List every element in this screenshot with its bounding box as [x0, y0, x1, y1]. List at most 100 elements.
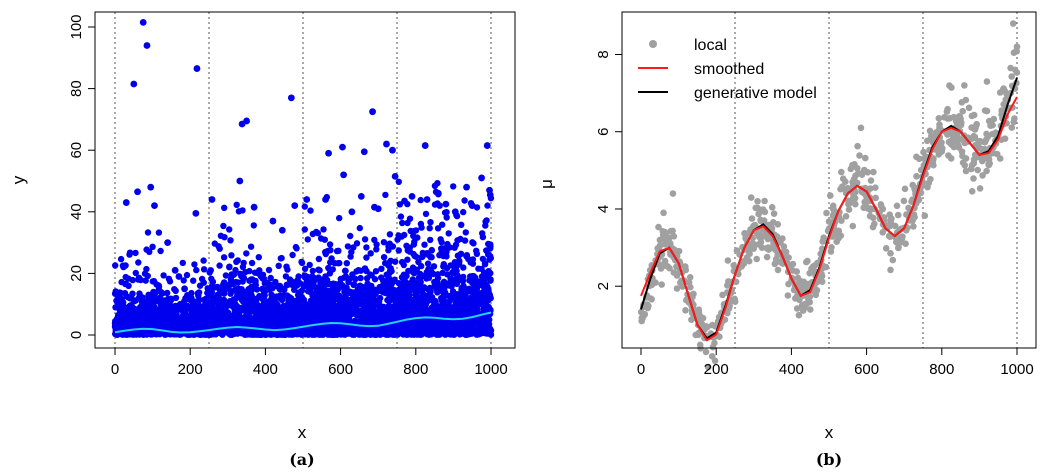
data-point: [423, 196, 431, 203]
data-point: [453, 280, 461, 288]
data-point: [132, 249, 139, 257]
data-point: [436, 252, 443, 259]
data-point: [333, 331, 340, 338]
data-point: [467, 319, 475, 326]
data-point: [336, 311, 343, 319]
data-point: [451, 208, 459, 216]
data-point: [150, 288, 157, 296]
data-point: [366, 291, 373, 298]
data-point: [234, 257, 241, 264]
data-point: [406, 248, 414, 255]
data-point: [482, 222, 489, 229]
data-point: [418, 262, 425, 270]
data-point: [422, 210, 430, 218]
data-point: [142, 317, 149, 324]
data-point: [330, 280, 337, 287]
data-point: [315, 275, 323, 282]
data-point: [193, 65, 201, 72]
data-point: [343, 284, 350, 291]
data-point: [221, 279, 228, 286]
data-point: [359, 300, 366, 307]
data-point: [278, 330, 285, 337]
data-point: [137, 303, 144, 311]
data-point: [363, 308, 370, 316]
data-point: [479, 230, 486, 237]
data-point: [140, 311, 147, 319]
data-point: [400, 271, 408, 278]
data-point: [326, 270, 334, 277]
data-point: [112, 317, 119, 325]
data-point: [146, 248, 153, 255]
data-point: [487, 241, 494, 248]
local-point: [784, 292, 792, 299]
data-point: [200, 302, 207, 310]
data-point: [122, 280, 129, 288]
data-point: [172, 287, 179, 294]
data-point: [226, 264, 233, 271]
data-point: [278, 254, 285, 262]
data-point: [227, 237, 234, 244]
data-point: [127, 295, 134, 302]
data-point: [356, 224, 363, 232]
data-point: [373, 329, 381, 336]
data-point: [445, 230, 452, 237]
data-point: [275, 262, 282, 269]
data-point: [285, 297, 292, 304]
data-point: [228, 271, 235, 278]
local-point: [867, 185, 874, 192]
data-point: [392, 288, 399, 296]
data-point: [257, 273, 265, 280]
data-point: [248, 283, 255, 290]
data-point: [231, 319, 238, 326]
data-point: [439, 221, 446, 228]
data-point: [385, 247, 392, 254]
data-point: [323, 301, 331, 308]
data-point: [417, 270, 424, 278]
data-point: [224, 311, 231, 319]
local-point: [935, 115, 943, 122]
local-point: [959, 107, 966, 115]
data-point: [410, 331, 418, 338]
data-point: [164, 239, 172, 247]
y-tick-label: 80: [68, 80, 85, 97]
panel-a-y-axis-label: y: [9, 175, 28, 184]
local-point: [1003, 90, 1010, 98]
data-point: [347, 303, 354, 310]
data-point: [300, 296, 308, 303]
data-point: [450, 183, 457, 190]
local-point: [941, 114, 948, 121]
data-point: [208, 196, 216, 203]
local-point: [730, 262, 737, 269]
local-point: [774, 266, 782, 274]
data-point: [263, 286, 270, 293]
data-point: [242, 268, 249, 276]
data-point: [463, 252, 471, 259]
data-point: [314, 302, 321, 309]
data-point: [267, 274, 274, 282]
data-point: [190, 277, 197, 284]
data-point: [446, 297, 454, 305]
data-point: [304, 236, 311, 243]
data-point: [177, 300, 185, 308]
data-point: [200, 257, 207, 264]
data-point: [380, 239, 388, 246]
data-point: [319, 309, 327, 316]
data-point: [307, 297, 315, 304]
data-point: [478, 291, 486, 298]
data-point: [205, 303, 212, 311]
data-point: [317, 235, 325, 242]
data-point: [311, 293, 319, 300]
data-point: [427, 236, 434, 244]
data-point: [407, 227, 414, 235]
data-point: [306, 261, 313, 269]
data-point: [232, 266, 239, 274]
data-point: [344, 243, 352, 250]
data-point: [207, 267, 214, 274]
data-point: [377, 287, 384, 294]
y-tick-label: 20: [68, 265, 85, 282]
data-point: [291, 286, 298, 293]
data-point: [371, 276, 379, 283]
data-point: [150, 321, 157, 328]
